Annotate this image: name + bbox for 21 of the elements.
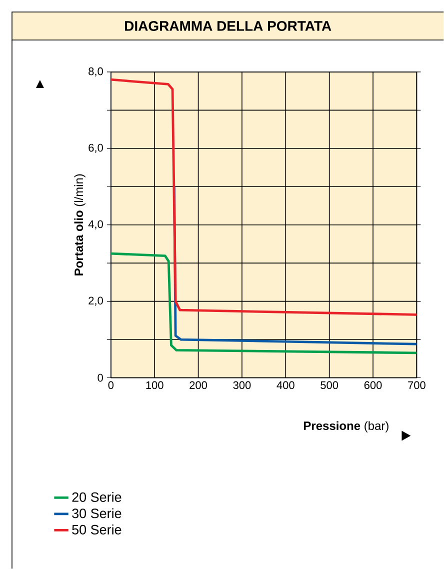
y-axis-title: Portata olio (l/min): [74, 174, 86, 276]
line-series: [110, 252, 417, 354]
line-series: [110, 78, 417, 316]
x-tick-label: 600: [364, 381, 382, 390]
x-tick-label: 0: [108, 381, 114, 390]
chart-title: DIAGRAMMA DELLA PORTATA: [125, 21, 332, 31]
legend-label: 50 Serie: [72, 524, 122, 534]
y-tick-label: 8,0: [88, 67, 103, 77]
x-tick-label: 200: [190, 381, 207, 390]
x-tick-label: 100: [146, 381, 164, 390]
y-tick-label: 2,0: [88, 296, 103, 306]
x-tick-label: 700: [408, 381, 426, 390]
legend-label: 30 Serie: [72, 508, 122, 518]
x-axis-title: Pressione (bar): [304, 421, 388, 432]
legend-label: 20 Serie: [72, 492, 122, 502]
x-tick-label: 500: [320, 381, 338, 390]
x-tick-label: 300: [233, 381, 251, 390]
y-tick-label: 0: [98, 374, 103, 382]
x-tick-label: 400: [276, 381, 294, 390]
y-tick-label: 4,0: [88, 220, 103, 230]
y-tick-label: 6,0: [88, 144, 103, 153]
